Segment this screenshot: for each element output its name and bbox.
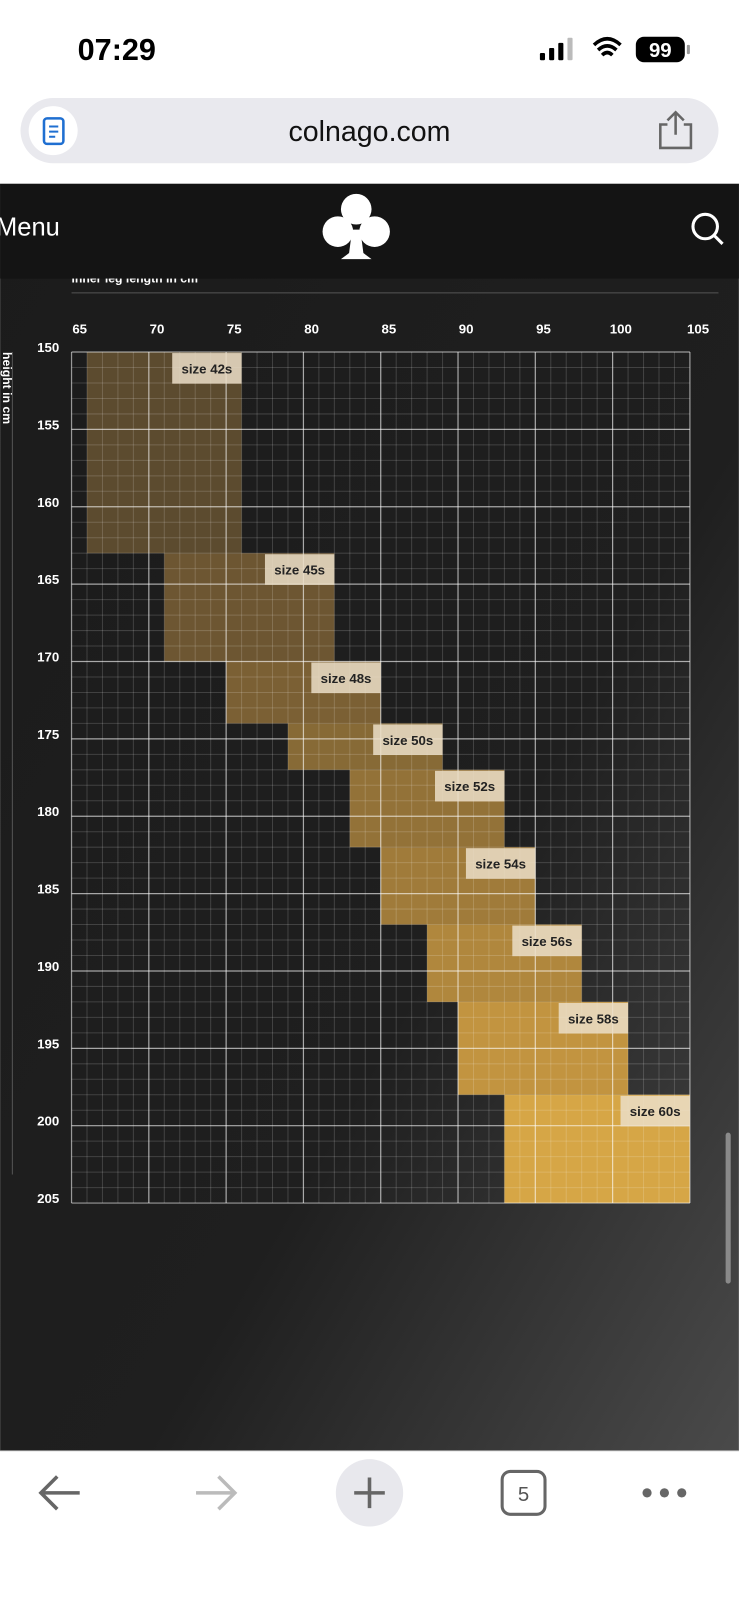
x-tick-label: 95: [536, 322, 551, 337]
y-tick-label: 190: [37, 959, 59, 974]
logo[interactable]: [322, 193, 390, 260]
x-tick-label: 80: [304, 322, 319, 337]
x-tick-label: 70: [150, 322, 165, 337]
y-tick-label: 195: [37, 1036, 59, 1051]
battery-tip: [686, 44, 690, 55]
size-label-box: [435, 770, 505, 802]
size-region: [87, 352, 242, 554]
y-tick-label: 165: [37, 572, 59, 587]
size-label: size 60s: [630, 1104, 681, 1119]
wifi-icon: [592, 37, 622, 57]
more-button[interactable]: [642, 1488, 687, 1498]
tabs-button[interactable]: [500, 1469, 547, 1516]
x-tick-label: 75: [227, 322, 242, 337]
signal-icon: [539, 37, 573, 61]
size-label-box: [373, 724, 443, 756]
tab-count: 5: [518, 1484, 529, 1506]
x-tick-label: 100: [610, 322, 632, 337]
y-tick-label: 150: [37, 340, 59, 355]
size-label: size 52s: [444, 779, 495, 794]
size-label: size 50s: [382, 733, 433, 748]
y-tick-label: 170: [37, 650, 59, 665]
y-axis-label: height in cm: [0, 352, 14, 424]
status-time: 07:29: [78, 33, 156, 67]
menu-button[interactable]: Menu: [0, 214, 60, 242]
scrollbar: [725, 1132, 731, 1284]
y-tick-label: 205: [37, 1191, 59, 1206]
size-label: size 42s: [181, 361, 232, 376]
size-label: size 56s: [522, 934, 573, 949]
size-label: size 48s: [321, 671, 372, 686]
size-label-box: [512, 925, 582, 957]
x-tick-label: 85: [382, 322, 397, 337]
y-tick-label: 185: [37, 882, 59, 897]
battery: [635, 36, 685, 63]
y-tick-label: 155: [37, 417, 59, 432]
size-label: size 54s: [475, 857, 526, 872]
x-tick-label: 90: [459, 322, 474, 337]
size-label: size 45s: [274, 563, 325, 578]
y-tick-label: 180: [37, 804, 59, 819]
forward-button[interactable]: [196, 1475, 238, 1511]
x-tick-label: 65: [72, 322, 87, 337]
reader-icon: [42, 117, 65, 146]
reader-icon-lines: [49, 125, 59, 138]
search-icon[interactable]: [691, 212, 724, 245]
battery-level: 99: [649, 40, 672, 62]
size-label-box: [620, 1095, 690, 1127]
x-tick-label: 105: [687, 322, 709, 337]
size-label-box: [264, 554, 335, 585]
plus-icon: [354, 1477, 385, 1509]
y-tick-label: 160: [37, 495, 59, 510]
y-tick-label: 175: [37, 727, 59, 742]
back-button[interactable]: [38, 1475, 80, 1511]
y-tick-label: 200: [37, 1114, 59, 1129]
size-label-box: [172, 353, 242, 384]
size-label: size 58s: [568, 1011, 619, 1026]
address-bar[interactable]: [20, 97, 719, 164]
size-label-box: [311, 662, 381, 694]
size-label-box: [465, 848, 536, 879]
size-label-box: [558, 1002, 629, 1034]
share-button[interactable]: [659, 110, 693, 150]
url[interactable]: colnago.com: [289, 116, 451, 148]
